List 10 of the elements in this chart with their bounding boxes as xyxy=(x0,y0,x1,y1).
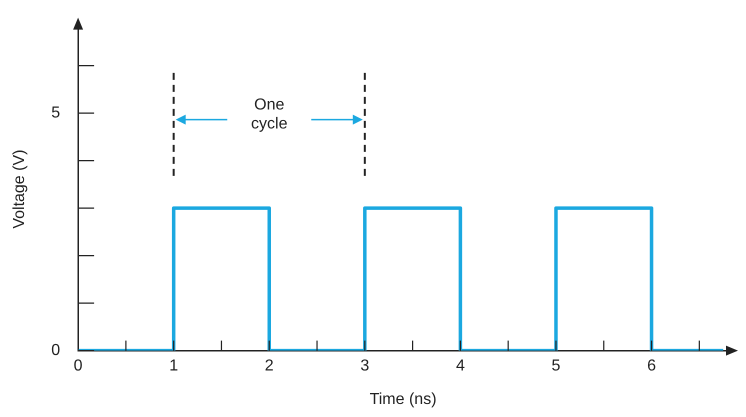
x-tick-label: 0 xyxy=(74,358,83,375)
x-tick-label: 6 xyxy=(647,358,656,375)
x-tick-label: 3 xyxy=(360,358,370,375)
x-tick-label: 5 xyxy=(552,358,561,375)
x-tick-label: 1 xyxy=(169,358,178,375)
x-axis-title: Time (ns) xyxy=(370,390,437,408)
annotation: One cycle xyxy=(251,96,288,133)
x-tick-label: 2 xyxy=(264,358,274,375)
x-tick-label: 4 xyxy=(456,358,465,375)
y-axis-title: Voltage (V) xyxy=(11,150,28,229)
